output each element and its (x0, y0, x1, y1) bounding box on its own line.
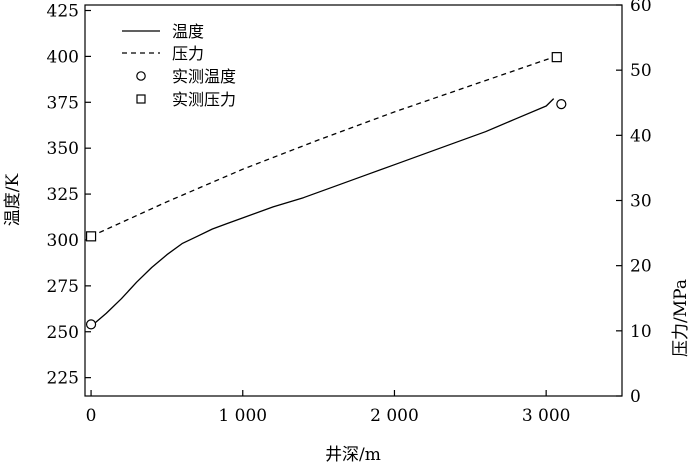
legend: 温度 压力 实测温度 实测压力 (122, 22, 236, 109)
y-left-tick-label: 375 (47, 93, 79, 113)
right-axis-ticks: 0 10 20 30 40 50 60 (616, 0, 652, 407)
y-right-tick-label: 30 (630, 192, 652, 212)
y-left-tick-label: 275 (47, 277, 79, 297)
legend-marker-measured-pressure (136, 94, 146, 104)
bottom-axis-ticks: 0 1 000 2 000 3 000 (86, 390, 571, 426)
y-right-tick-label: 20 (630, 257, 652, 277)
measured-pressure-point (85, 231, 97, 242)
y-left-tick-label: 300 (47, 231, 79, 251)
y-left-tick-label: 225 (47, 369, 79, 389)
x-tick-label: 2 000 (370, 406, 419, 426)
measured-pressure-point (551, 52, 562, 63)
legend-label-measured-pressure: 实测压力 (172, 90, 236, 109)
pressure-line (90, 56, 554, 237)
legend-label-pressure: 压力 (172, 44, 204, 63)
y-right-tick-label: 50 (630, 61, 652, 81)
temperature-line (90, 98, 555, 327)
series-layer (90, 56, 555, 327)
x-axis-label: 井深/m (325, 445, 381, 465)
legend-label-temperature: 温度 (172, 22, 204, 41)
left-axis-ticks: 225 250 275 300 325 350 375 400 425 (47, 2, 91, 389)
y-axis-right-label: 压力/MPa (671, 279, 691, 357)
y-left-tick-label: 425 (47, 2, 79, 22)
marker-layer (85, 52, 567, 330)
y-axis-left-label: 温度/K (3, 173, 23, 226)
measured-temperature-point (556, 99, 567, 110)
y-right-tick-label: 40 (630, 126, 652, 146)
y-left-tick-label: 325 (47, 185, 79, 205)
y-left-tick-label: 250 (47, 323, 79, 343)
y-left-tick-label: 350 (47, 139, 79, 159)
x-tick-label: 1 000 (218, 406, 267, 426)
y-right-tick-label: 0 (630, 387, 641, 407)
x-tick-label: 3 000 (522, 406, 571, 426)
measured-temperature-point (85, 319, 97, 330)
plot-frame (84, 4, 623, 397)
x-tick-label: 0 (86, 406, 97, 426)
legend-marker-measured-temperature (136, 71, 146, 81)
y-right-tick-label: 10 (630, 322, 652, 342)
y-left-tick-label: 400 (47, 47, 79, 67)
y-right-tick-label: 60 (630, 0, 652, 16)
legend-label-measured-temperature: 实测温度 (172, 67, 236, 86)
